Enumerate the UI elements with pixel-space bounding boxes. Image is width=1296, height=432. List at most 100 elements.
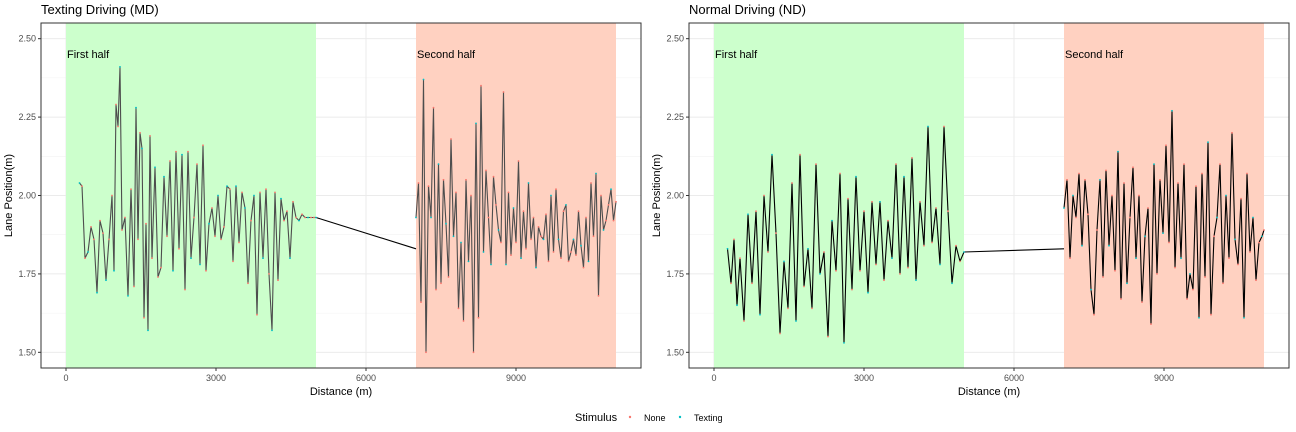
- data-point: [121, 229, 123, 231]
- data-point: [911, 157, 913, 159]
- data-point: [274, 191, 276, 194]
- data-point: [1156, 273, 1158, 275]
- data-point: [166, 235, 168, 238]
- data-point: [1201, 172, 1203, 175]
- data-point: [1069, 257, 1071, 260]
- data-point: [855, 175, 857, 178]
- data-point: [151, 257, 153, 260]
- y-tick-label: 2.25: [18, 112, 36, 122]
- region-second-half: [416, 23, 616, 368]
- data-point: [492, 175, 495, 178]
- legend: Stimulus None Texting: [575, 412, 723, 424]
- data-point: [247, 282, 249, 285]
- data-point: [447, 276, 450, 278]
- data-point: [268, 273, 270, 275]
- data-point: [442, 178, 445, 181]
- data-point: [1135, 257, 1137, 260]
- data-point: [795, 320, 797, 322]
- y-tick-label: 1.50: [18, 347, 36, 357]
- series-line: [315, 216, 417, 250]
- data-point: [1120, 298, 1122, 300]
- data-point: [875, 263, 877, 266]
- data-point: [883, 279, 885, 282]
- region-label: First half: [67, 49, 110, 61]
- data-point: [819, 273, 821, 275]
- data-point: [81, 185, 83, 188]
- data-point: [577, 210, 580, 213]
- data-point: [811, 307, 813, 310]
- data-point: [550, 194, 552, 197]
- data-point: [90, 226, 92, 228]
- y-tick-label: 2.00: [18, 191, 36, 201]
- data-point: [783, 260, 785, 263]
- x-tick-label: 0: [63, 373, 68, 383]
- data-point: [903, 175, 905, 178]
- data-point: [787, 307, 789, 310]
- data-point: [208, 222, 210, 225]
- data-point: [779, 332, 781, 335]
- data-point: [1147, 207, 1149, 209]
- data-point: [277, 279, 279, 282]
- legend-label: Texting: [694, 413, 723, 423]
- data-point: [1072, 194, 1074, 197]
- data-point: [540, 235, 542, 238]
- data-point: [181, 153, 183, 156]
- data-point: [527, 182, 530, 184]
- data-point: [205, 269, 207, 272]
- data-point: [547, 260, 550, 263]
- x-axis-label: Distance (m): [958, 386, 1020, 398]
- data-point: [605, 219, 607, 222]
- data-point: [256, 313, 258, 316]
- data-point: [955, 244, 957, 247]
- data-point: [1261, 235, 1263, 238]
- data-point: [482, 251, 485, 253]
- data-point: [271, 329, 273, 332]
- data-point: [84, 257, 86, 260]
- data-point: [587, 260, 590, 263]
- data-point: [437, 163, 440, 166]
- data-point: [229, 188, 231, 191]
- data-point: [939, 263, 941, 266]
- data-point: [415, 216, 417, 219]
- data-point: [726, 247, 729, 250]
- data-point: [115, 103, 117, 106]
- data-point: [515, 241, 517, 244]
- data-point: [907, 266, 909, 269]
- data-point: [935, 207, 937, 209]
- data-point: [217, 194, 219, 197]
- data-point: [510, 254, 512, 256]
- legend-key: [678, 415, 682, 419]
- data-point: [542, 238, 545, 241]
- y-tick-label: 1.50: [666, 347, 684, 357]
- data-point: [610, 188, 612, 191]
- data-point: [141, 147, 143, 150]
- data-point: [187, 150, 189, 153]
- data-point: [124, 216, 126, 219]
- data-point: [93, 238, 95, 241]
- data-point: [190, 257, 192, 260]
- data-point: [863, 210, 865, 213]
- data-point: [505, 263, 507, 266]
- data-point: [831, 219, 833, 222]
- data-point: [612, 219, 615, 222]
- data-point: [1231, 131, 1233, 134]
- data-point: [755, 210, 757, 213]
- y-tick-label: 2.50: [666, 34, 684, 44]
- data-point: [572, 238, 575, 241]
- x-tick-label: 0: [711, 373, 716, 383]
- x-tick-label: 3000: [854, 373, 874, 383]
- chart-panel-1: First half Second half 0 3000 6000 9000 1.50 1.…: [3, 2, 642, 398]
- data-point: [835, 269, 837, 272]
- data-point: [420, 301, 422, 303]
- data-point: [1117, 150, 1119, 153]
- data-point: [1105, 169, 1107, 172]
- data-point: [467, 260, 470, 263]
- data-point: [425, 351, 427, 354]
- data-point: [803, 285, 805, 288]
- data-point: [1090, 288, 1092, 291]
- data-point: [450, 138, 452, 140]
- data-point: [298, 219, 300, 222]
- data-point: [1123, 182, 1125, 184]
- data-point: [871, 200, 873, 203]
- chart-title: Texting Driving (MD): [41, 2, 159, 17]
